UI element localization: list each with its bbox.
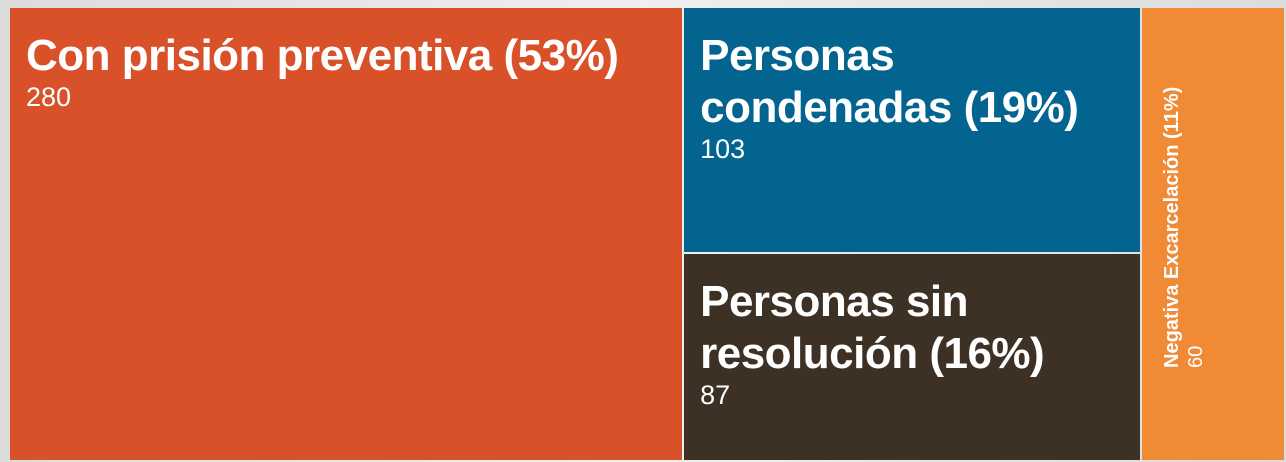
cell-value: 60 [1184, 345, 1207, 368]
cell-label: Con prisión preventiva (53%) 280 [26, 30, 672, 112]
cell-name: Negativa Excarcelación (11%) [1160, 86, 1183, 368]
cell-label: Personas sin resolución (16%) 87 [700, 276, 1129, 410]
cell-label: Personas condenadas (19%) 103 [700, 30, 1129, 164]
cell-name: Con prisión preventiva (53%) [26, 31, 619, 80]
cell-name: Personas condenadas (19%) [700, 31, 1079, 132]
treemap-cell: Negativa Excarcelación (11%) 60 [1141, 8, 1284, 460]
treemap-cell: Personas condenadas (19%) 103 [684, 8, 1140, 253]
cell-label: Negativa Excarcelación (11%) 60 [1160, 87, 1208, 368]
treemap-cell: Personas sin resolución (16%) 87 [684, 254, 1140, 460]
cell-name: Personas sin resolución (16%) [700, 277, 1045, 379]
cell-value: 103 [700, 134, 746, 164]
cell-value: 280 [26, 82, 72, 112]
cell-value: 87 [700, 380, 731, 411]
treemap-cell: Con prisión preventiva (53%) 280 [10, 8, 683, 460]
